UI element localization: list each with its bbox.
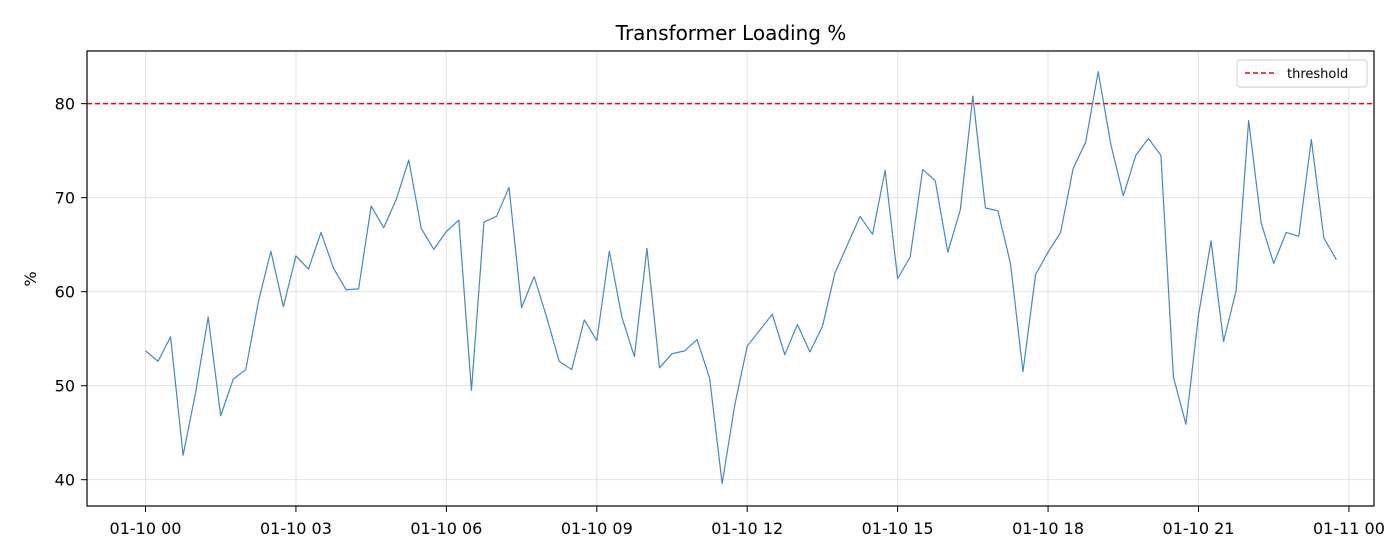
y-tick-label: 80 xyxy=(55,95,75,114)
x-tick-label: 01-10 21 xyxy=(1163,519,1235,538)
x-tick-label: 01-10 18 xyxy=(1012,519,1084,538)
x-tick-label: 01-11 00 xyxy=(1313,519,1385,538)
y-tick-label: 60 xyxy=(55,283,75,302)
ticks: 01-10 00 01-10 03 01-10 06 01-10 09 01-10 12… xyxy=(55,95,1385,538)
x-tick-label: 01-10 12 xyxy=(711,519,783,538)
x-tick-label: 01-10 15 xyxy=(862,519,934,538)
y-tick-label: 40 xyxy=(55,471,75,490)
legend-threshold-label: threshold xyxy=(1287,67,1348,82)
grid xyxy=(87,51,1374,506)
series-line xyxy=(145,71,1337,485)
legend-box xyxy=(1236,59,1368,88)
chart-title: Transformer Loading % xyxy=(615,21,847,45)
y-tick-label: 50 xyxy=(55,377,75,396)
x-tick-label: 01-10 09 xyxy=(561,519,633,538)
plot-frame xyxy=(86,50,1375,507)
x-tick-label: 01-10 03 xyxy=(260,519,332,538)
x-tick-label: 01-10 00 xyxy=(110,519,182,538)
y-axis-label: % xyxy=(21,271,40,286)
y-tick-label: 70 xyxy=(55,189,75,208)
legend: threshold xyxy=(1236,59,1368,88)
series-layer xyxy=(145,71,1337,485)
x-tick-label: 01-10 06 xyxy=(410,519,482,538)
